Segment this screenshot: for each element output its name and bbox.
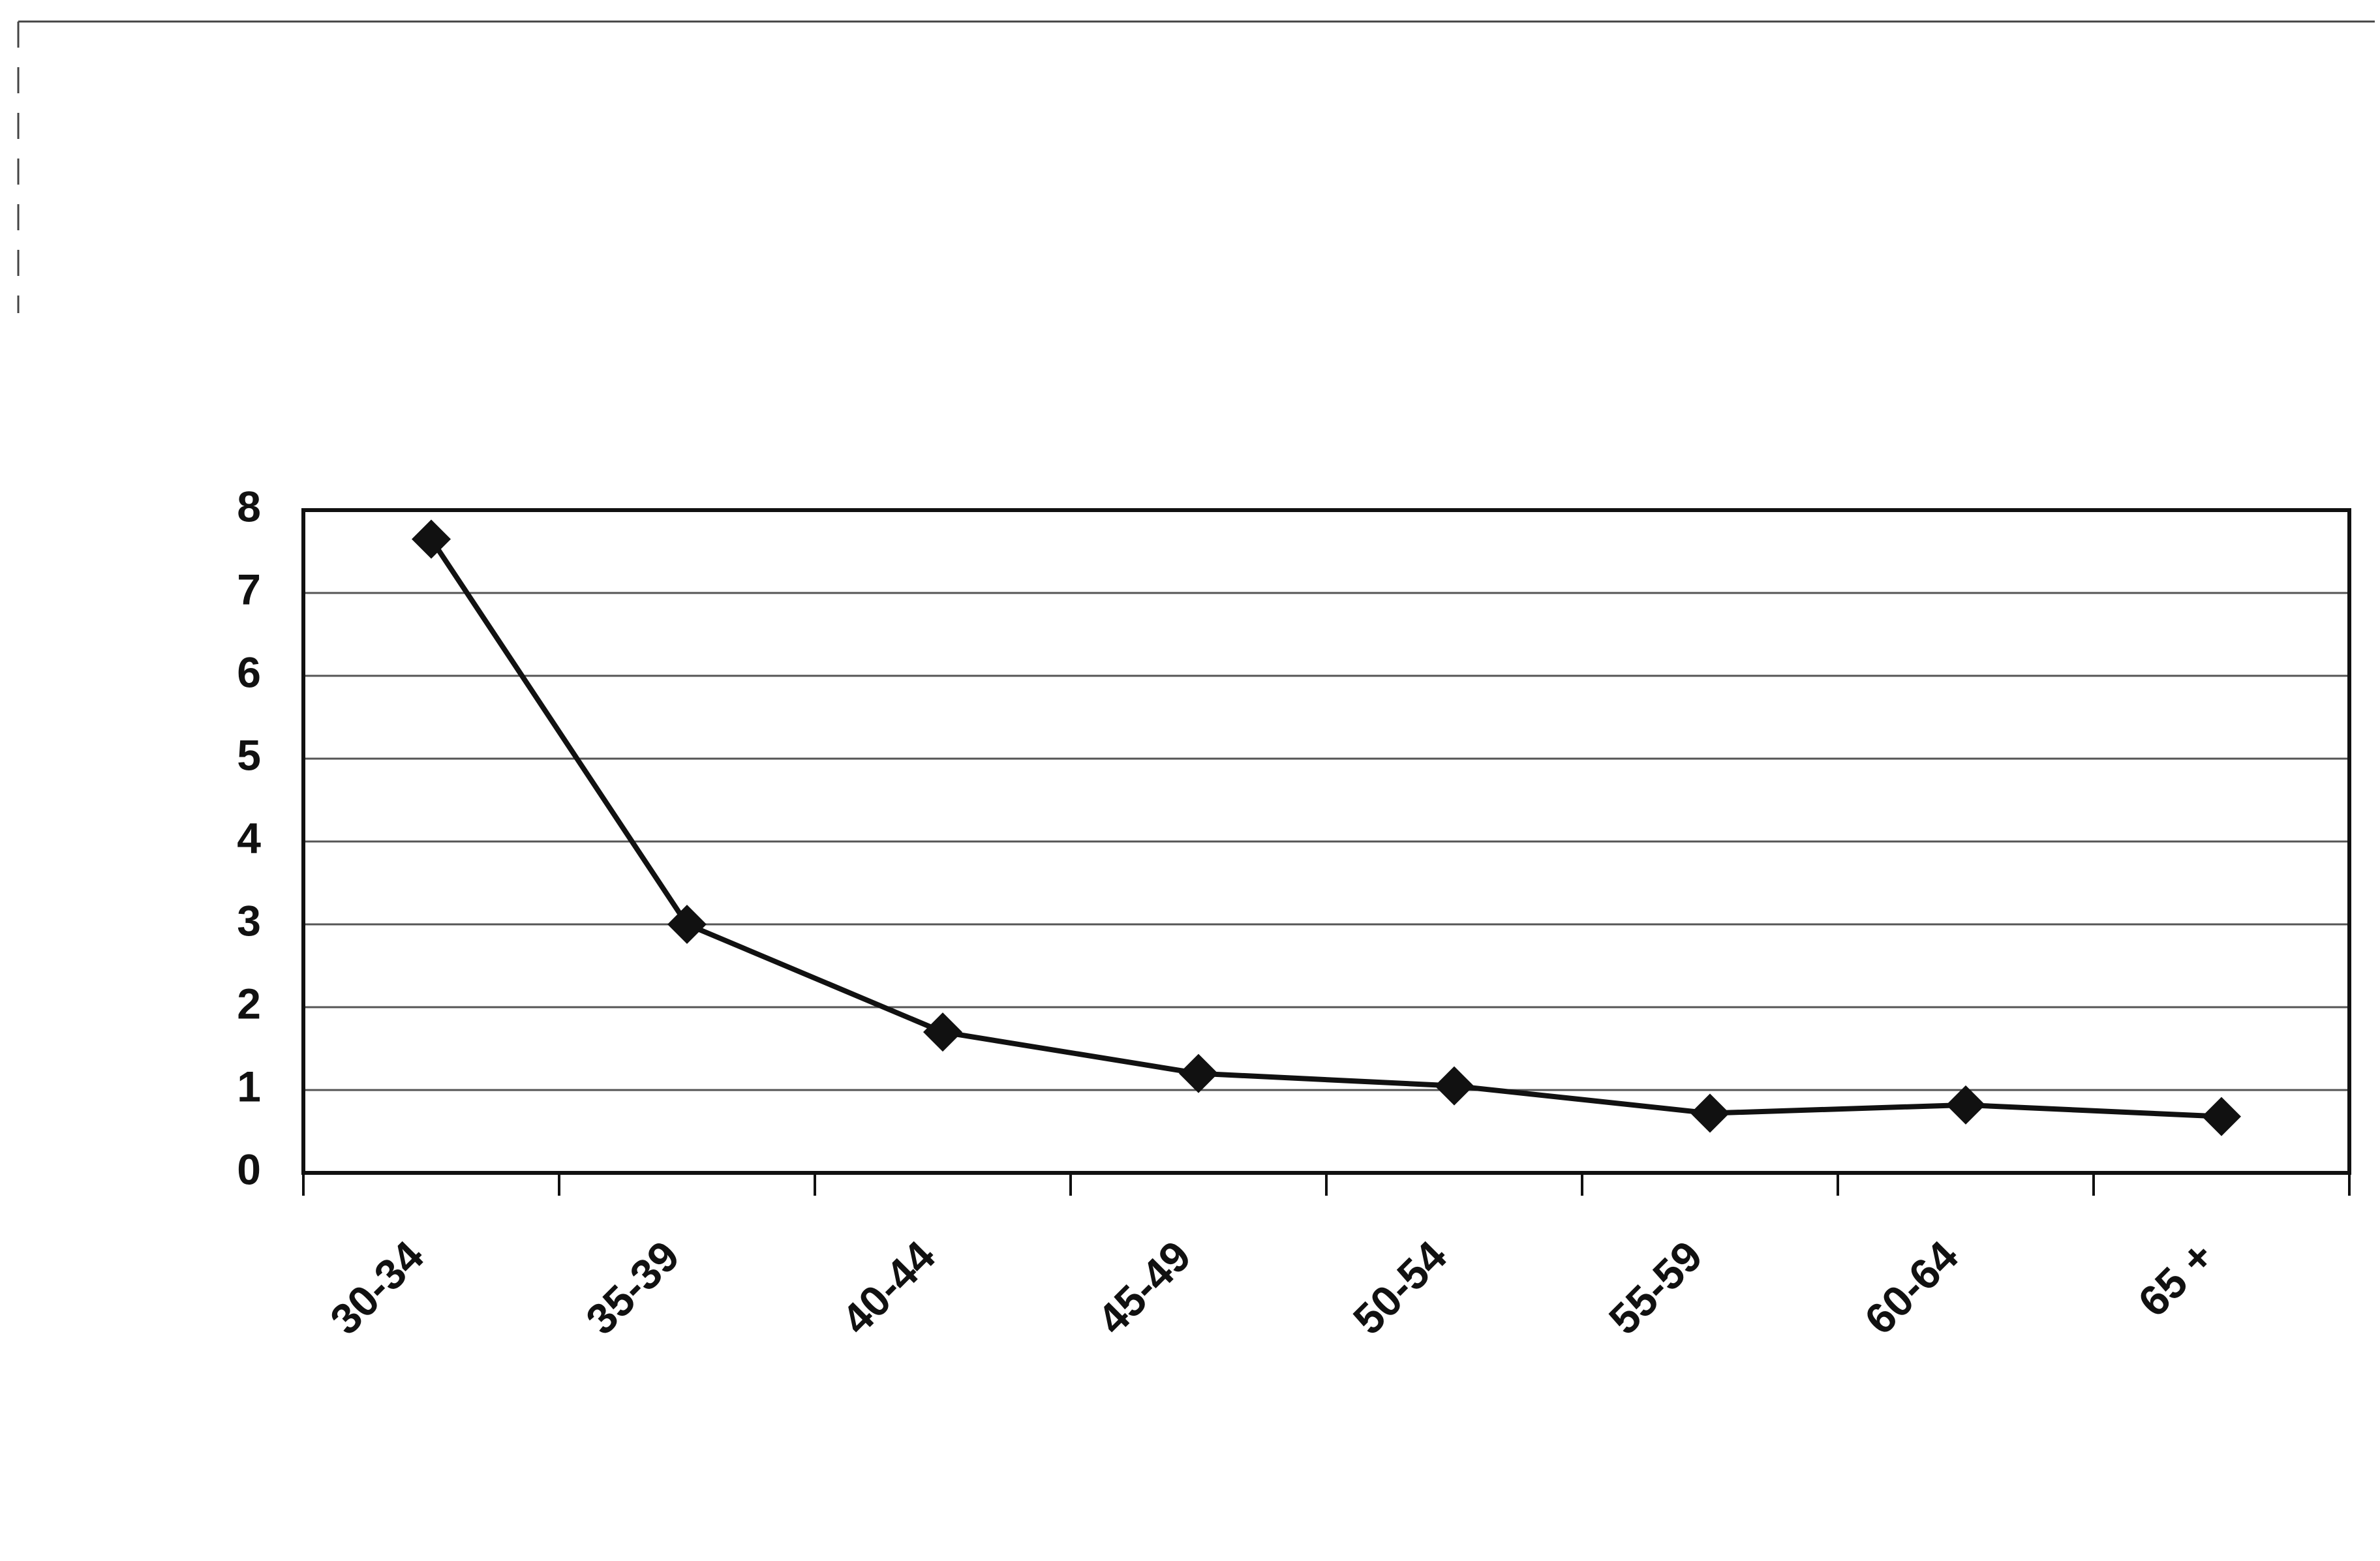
y-tick-label: 5 [237,731,261,779]
y-tick-label: 1 [237,1062,261,1110]
marker [412,519,451,559]
marker [1179,1053,1218,1093]
marker [1690,1093,1730,1133]
y-tick-label: 3 [237,896,261,945]
y-tick-label: 8 [237,482,261,530]
marker [923,1012,962,1052]
y-tick-label: 4 [237,813,261,862]
y-tick-label: 7 [237,565,261,613]
line [429,538,2222,1119]
marker [667,905,707,944]
y-tick-label: 6 [237,648,261,696]
marker [2202,1097,2241,1136]
y-tick-label: 0 [237,1145,261,1193]
marker [1435,1066,1474,1106]
marker [1946,1085,1985,1125]
y-tick-label: 2 [237,979,261,1027]
